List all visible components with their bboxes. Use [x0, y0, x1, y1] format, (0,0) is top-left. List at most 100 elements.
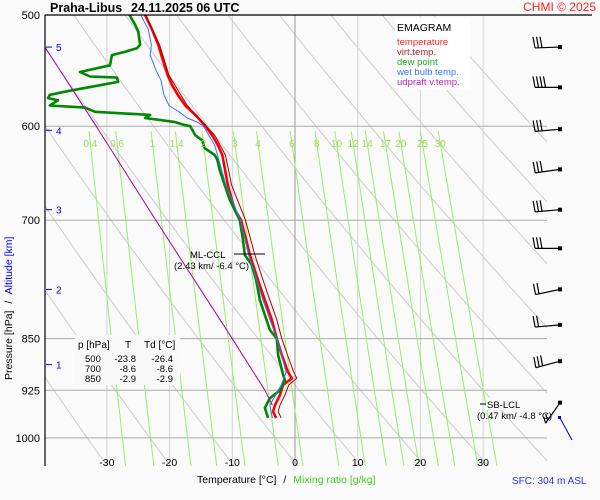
table-cell: -23.8 [114, 354, 136, 365]
x-axis-sep: / [283, 474, 286, 486]
table-row: 500 -23.8 -26.4 [85, 354, 173, 365]
wind-barb-staff [535, 288, 561, 296]
x-axis-label: Temperature [°C] [197, 474, 277, 486]
mixing-ratio-label: 8 [314, 139, 320, 150]
dry-adiabat-line [45, 205, 235, 466]
y-tick-label: 700 [22, 215, 40, 227]
dry-adiabat-line [45, 47, 363, 466]
mixing-ratio-label: 12 [348, 139, 360, 150]
altitude-label: 4 [56, 126, 62, 137]
ml-ccl-label: ML-CCL [190, 250, 225, 261]
mixing-ratio-label: 14 [362, 139, 374, 150]
y-tick-label: 850 [22, 334, 40, 346]
mixing-ratio-line [255, 131, 304, 466]
y-axis-label2: Altitude [km] [3, 237, 15, 295]
wind-barb-feather [532, 283, 537, 295]
y-tick-label: 600 [22, 121, 40, 133]
wind-barb-feather [536, 120, 540, 132]
mixing-ratio-line [88, 131, 127, 466]
mixing-ratio-line [115, 131, 155, 466]
wind-barb-feather [536, 282, 540, 294]
legend-temperature: temperature [397, 37, 448, 48]
mixing-ratio-label: 10 [331, 139, 343, 150]
wind-barb [532, 36, 562, 50]
mixing-ratio-label: 4 [255, 139, 261, 150]
altitude-label: 3 [56, 206, 62, 217]
wind-barb-feather [543, 416, 547, 424]
legend-box [395, 18, 470, 90]
dry-adiabat-line [330, 15, 547, 265]
x-tick-label: -30 [99, 457, 114, 469]
y-axis-sep: / [3, 301, 15, 304]
wind-barbs [532, 36, 573, 441]
wind-barb-staff [534, 46, 561, 49]
dry-adiabat-line [45, 376, 108, 466]
wind-barb-feather [533, 356, 537, 368]
wind-barb [532, 237, 562, 251]
dry-adiabat-line [45, 289, 172, 466]
wind-barb-feather [535, 36, 540, 48]
legend: EMAGRAM temperature virt.temp. dew point… [395, 18, 470, 90]
sb-lcl-annotation: SB-LCL (0.47 km/ -4.8 °C) [477, 398, 552, 422]
wind-barb-staff [535, 128, 561, 133]
virt-temp-line [145, 15, 298, 419]
mixing-ratio-line [398, 131, 456, 466]
wind-barb-staff [535, 360, 561, 369]
datetime: 24.11.2025 06 UTC [131, 1, 239, 15]
wind-barb-feather [535, 237, 540, 249]
wind-barb-feather [532, 200, 536, 212]
grid [45, 15, 547, 466]
ml-ccl-detail: (2.43 km/ -6.4 °C) [174, 261, 249, 272]
mixing-ratio-label: 1.4 [170, 139, 184, 150]
wind-barb-feather [539, 36, 543, 48]
table-cell: 500 [85, 354, 101, 365]
table-cell: -2.9 [157, 374, 173, 385]
surface-info: SFC: 304 m ASL [512, 476, 587, 487]
dry-adiabat-line [381, 15, 547, 203]
x-tick-label: 30 [477, 457, 489, 469]
wind-barb-feather [532, 315, 536, 328]
mixing-ratio-line [314, 131, 366, 466]
x-tick-label: 20 [415, 457, 427, 469]
dry-adiabat-line [227, 15, 547, 394]
wind-barb-feather [536, 315, 540, 327]
mixing-ratio-line [289, 131, 340, 466]
mixing-ratio-line [232, 131, 279, 466]
mixing-ratio-line [437, 131, 498, 466]
dry-adiabat-line [175, 15, 547, 462]
sb-lcl-label: SB-LCL [487, 400, 520, 411]
wind-barb-feather [532, 76, 536, 88]
copyright: CHMI © 2025 [523, 0, 596, 14]
info-table-box [75, 335, 180, 385]
mixing-ratio-line [419, 131, 479, 466]
mixing-ratio-label: 6 [289, 139, 295, 150]
altitude-label: 1 [56, 361, 62, 372]
ml-ccl-annotation: ML-CCL (2.43 km/ -6.4 °C) [174, 250, 265, 272]
table-header-p: p [hPa] [78, 340, 110, 351]
mixing-ratio-label: 30 [435, 139, 447, 150]
svg-text:Pressure [hPa] / A: Pressure [hPa] / Altitude [km] [3, 237, 15, 380]
mixing-ratio-label: 3 [232, 139, 238, 150]
x-axis-title: Temperature [°C] / Mixing ratio [g/kg] [197, 474, 376, 486]
mixing-ratio-line [350, 131, 405, 466]
wind-barb-feather [536, 200, 540, 212]
mixing-ratio-lines [88, 131, 498, 466]
table-cell: -26.4 [151, 354, 173, 365]
table-cell: -8.6 [157, 364, 173, 375]
wind-barb-feather [532, 36, 536, 49]
y-tick-label: 500 [22, 10, 40, 22]
station-name: Praha-Libus [50, 1, 122, 15]
wind-barb-feather [536, 356, 540, 367]
updraft-line [45, 46, 273, 406]
legend-updraft: udpraft v.temp. [397, 77, 460, 88]
y-tick-label: 1000 [16, 433, 40, 445]
wet-bulb-line [140, 15, 287, 419]
table-cell: -2.9 [120, 374, 136, 385]
mixing-ratio-line [383, 131, 439, 466]
altitude-label: 5 [56, 43, 62, 54]
wind-barb-staff [535, 168, 561, 174]
dry-adiabat-line [432, 15, 547, 143]
wind-barb [533, 355, 562, 369]
mixing-ratio-line [334, 131, 387, 466]
wind-barb-feather [532, 237, 536, 249]
